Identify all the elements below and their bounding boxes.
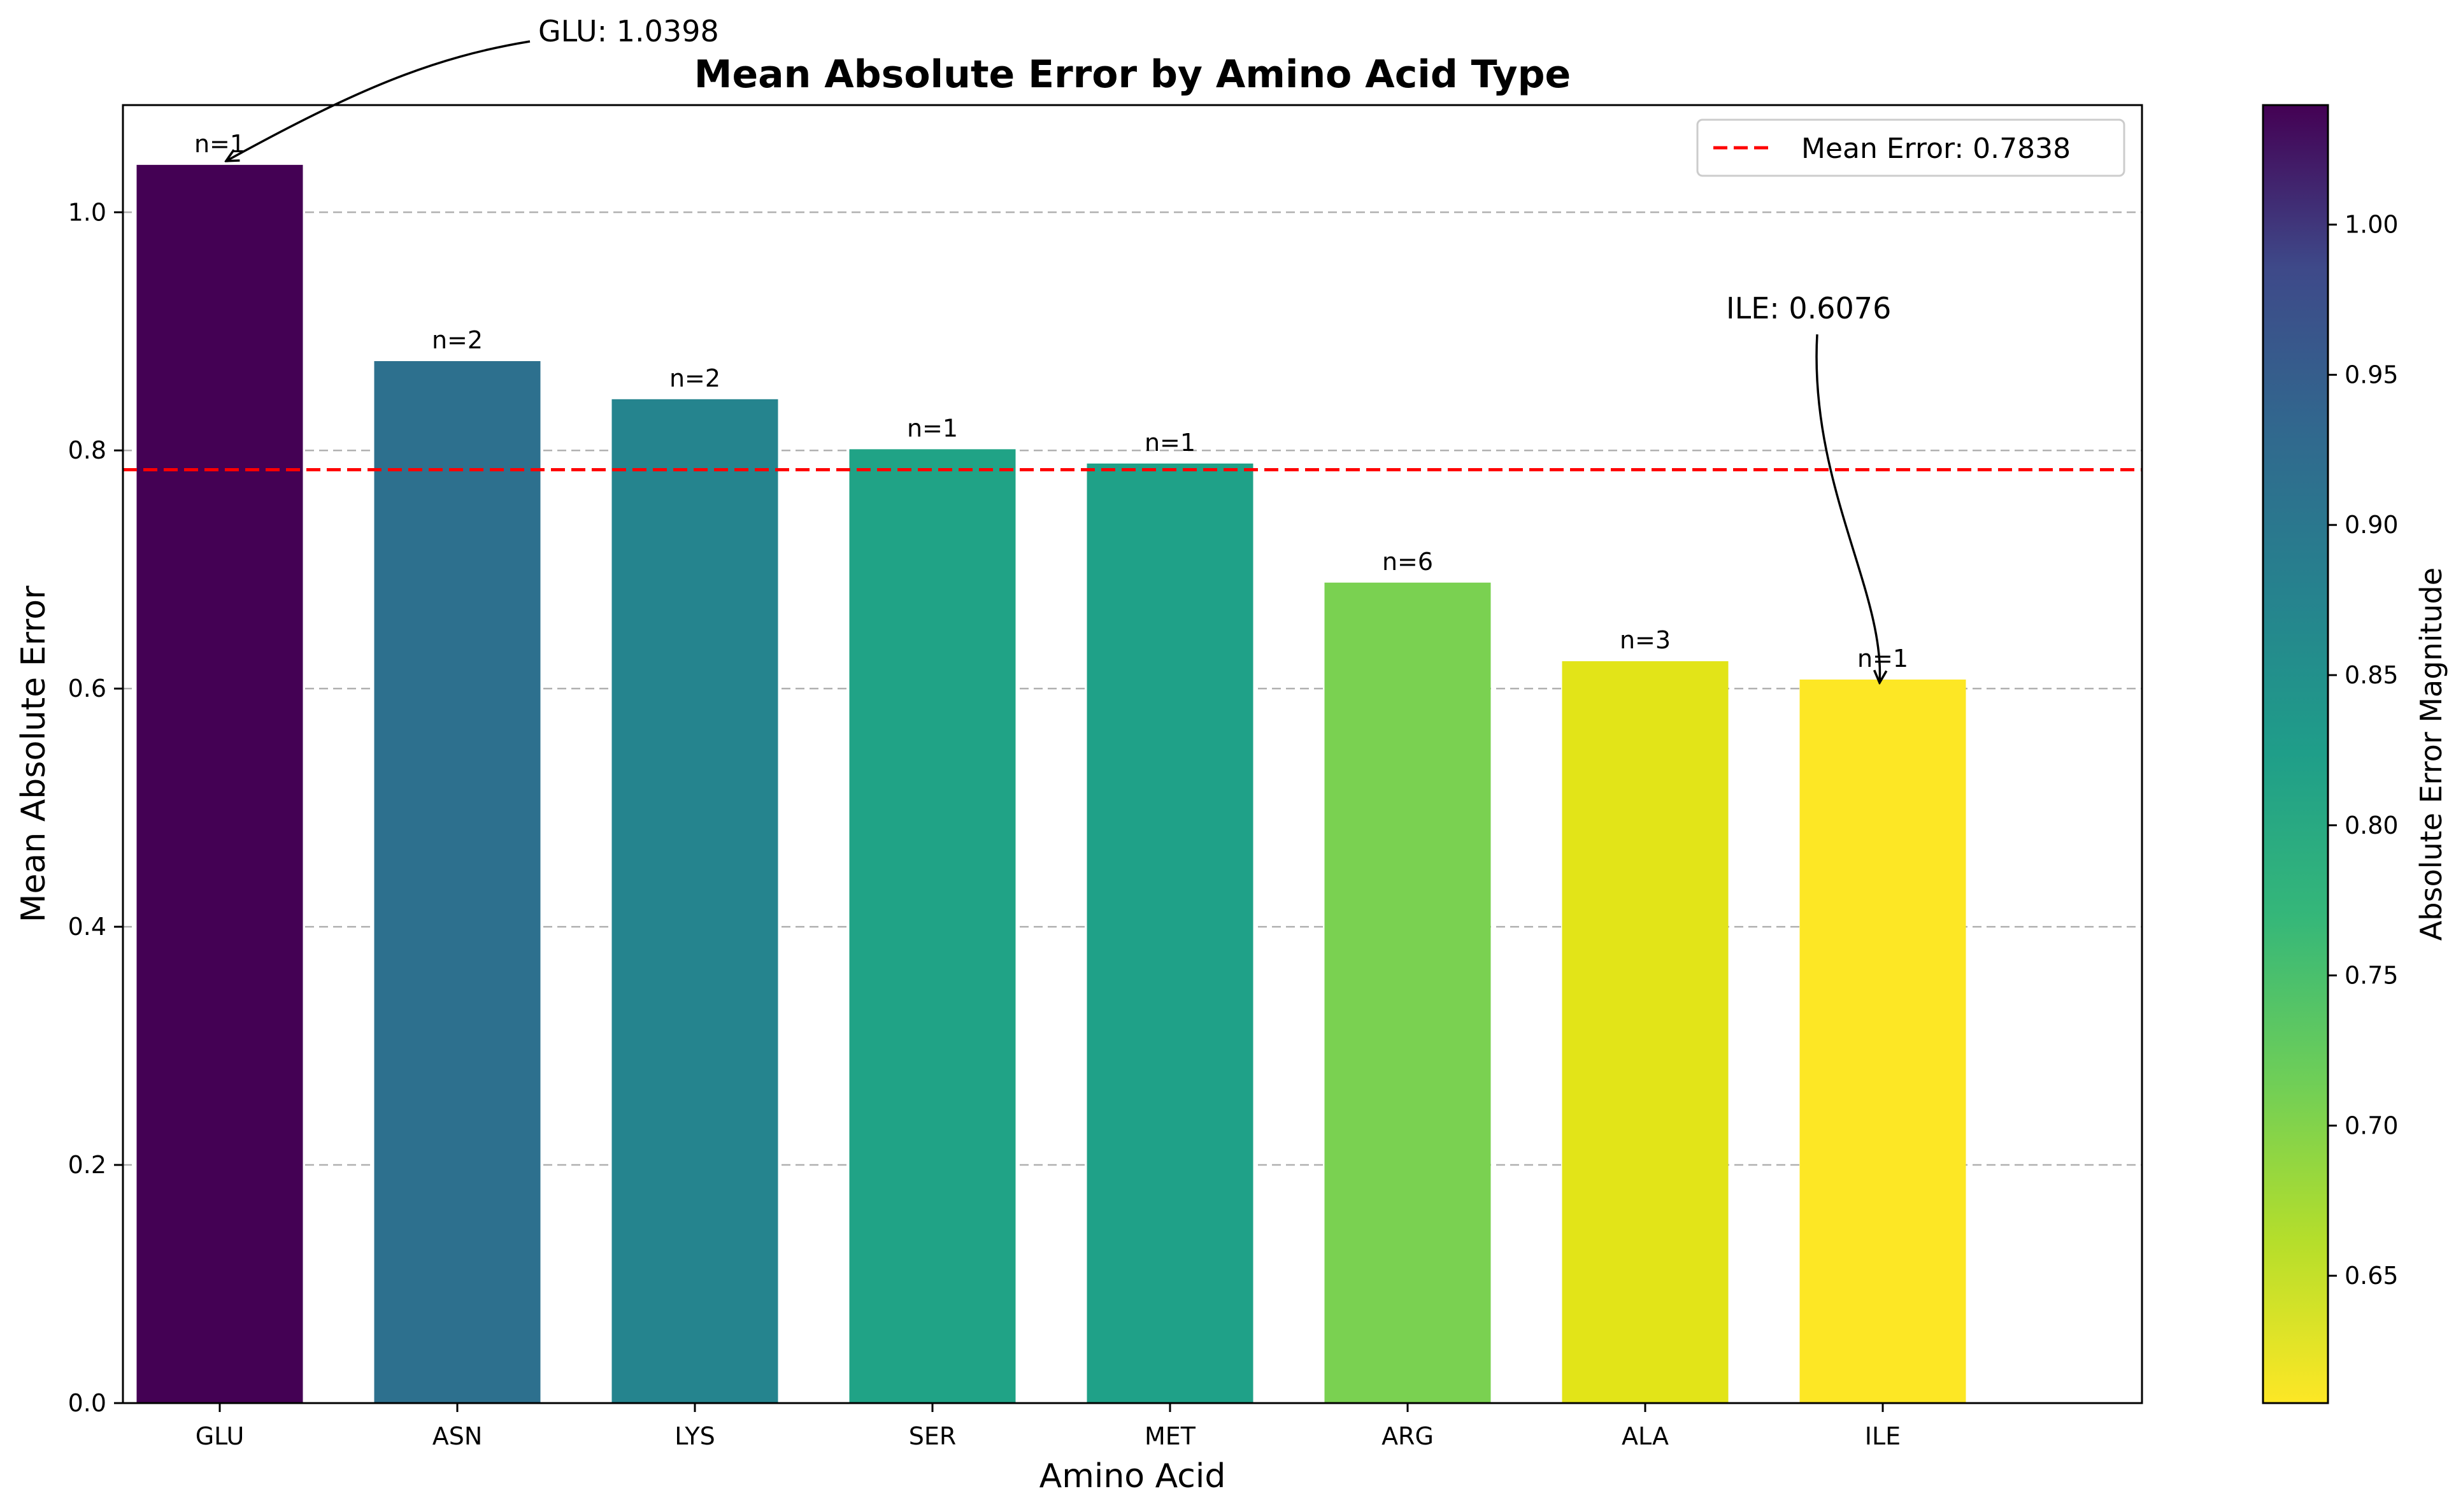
x-tick-label: MET — [1145, 1422, 1196, 1450]
colorbar-gradient — [2262, 104, 2329, 1404]
colorbar-tick-label: 0.65 — [2345, 1262, 2399, 1290]
annotations: GLU: 1.0398 ILE: 0.6076 — [226, 14, 1891, 683]
bar-asn — [374, 360, 541, 1403]
y-tick-label: 1.0 — [68, 198, 106, 226]
x-tick-label: LYS — [675, 1422, 715, 1450]
chart-title: Mean Absolute Error by Amino Acid Type — [694, 52, 1571, 97]
bar-glu — [136, 164, 303, 1404]
y-axis-label: Mean Absolute Error — [15, 585, 53, 922]
count-labels: n=1n=2n=2n=1n=1n=6n=3n=1 — [194, 130, 1908, 673]
colorbar-tick-label: 0.90 — [2345, 511, 2399, 539]
colorbar-label: Absolute Error Magnitude — [2414, 567, 2448, 941]
colorbar-ticks: 0.65 0.70 0.75 0.80 0.85 0.90 0.95 1.00 — [2328, 211, 2399, 1290]
bars — [136, 164, 1966, 1404]
x-tick-label: ILE — [1865, 1422, 1901, 1450]
bar-lys — [611, 399, 778, 1403]
y-tick-label: 0.6 — [68, 674, 106, 703]
count-label-ser: n=1 — [907, 414, 958, 442]
x-tick-label: ARG — [1381, 1422, 1434, 1450]
plot-frame — [122, 104, 2143, 1404]
x-axis: GLU ASN LYS SER MET ARG ALA ILE — [196, 1403, 1901, 1450]
colorbar: 0.65 0.70 0.75 0.80 0.85 0.90 0.95 1.00 Absolut… — [2262, 104, 2448, 1404]
y-tick-label: 0.0 — [68, 1389, 106, 1417]
y-tick-label: 0.2 — [68, 1151, 106, 1179]
annotation-glu: GLU: 1.0398 — [538, 14, 719, 48]
count-label-ile: n=1 — [1857, 645, 1908, 673]
bar-ser — [849, 449, 1016, 1403]
bar-ile — [1799, 679, 1966, 1403]
x-tick-label: ASN — [432, 1422, 483, 1450]
x-tick-label: GLU — [196, 1422, 245, 1450]
x-tick-label: ALA — [1622, 1422, 1669, 1450]
count-label-ala: n=3 — [1620, 626, 1671, 654]
bar-arg — [1324, 582, 1491, 1403]
colorbar-tick-label: 0.75 — [2345, 962, 2399, 990]
count-label-asn: n=2 — [432, 326, 483, 354]
colorbar-tick-label: 0.95 — [2345, 360, 2399, 389]
bar-ala — [1562, 661, 1729, 1403]
x-axis-label: Amino Acid — [1039, 1457, 1226, 1495]
y-tick-label: 0.8 — [68, 436, 106, 464]
colorbar-tick-label: 1.00 — [2345, 211, 2399, 239]
legend: Mean Error: 0.7838 — [1696, 118, 2125, 177]
count-label-met: n=1 — [1145, 429, 1196, 457]
annotation-arrow-glu — [226, 40, 531, 161]
y-tick-label: 0.4 — [68, 913, 106, 941]
annotation-ile: ILE: 0.6076 — [1726, 291, 1891, 325]
annotation-arrow-ile — [1815, 334, 1880, 683]
colorbar-tick-label: 0.85 — [2345, 661, 2399, 689]
colorbar-tick-label: 0.70 — [2345, 1111, 2399, 1139]
count-label-lys: n=2 — [669, 364, 720, 392]
legend-box — [1696, 118, 2125, 177]
colorbar-tick-label: 0.80 — [2345, 811, 2399, 839]
legend-label-mean-error: Mean Error: 0.7838 — [1801, 132, 2071, 165]
count-label-arg: n=6 — [1382, 548, 1433, 576]
y-axis: 0.0 0.2 0.4 0.6 0.8 1.0 — [68, 198, 123, 1417]
x-tick-label: SER — [909, 1422, 957, 1450]
bar-met — [1087, 463, 1253, 1404]
